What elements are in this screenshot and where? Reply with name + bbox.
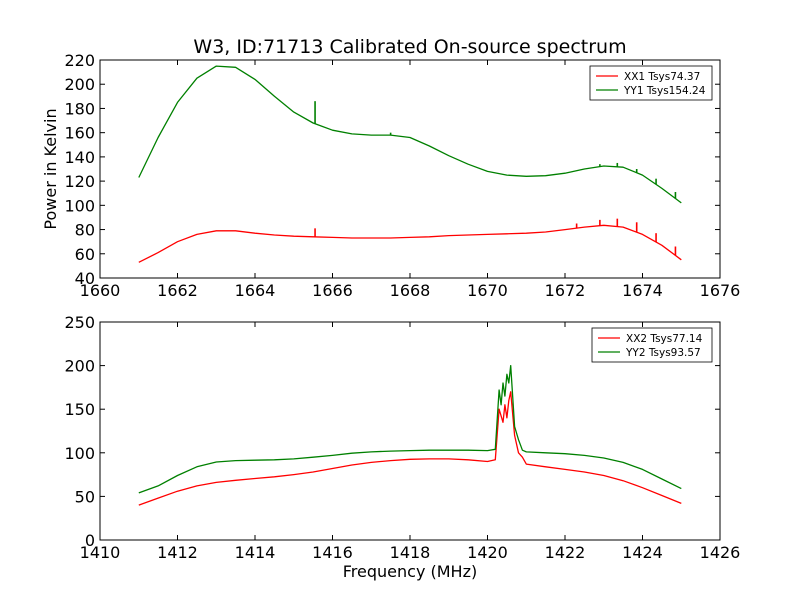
y-tick-label: 150	[64, 400, 95, 419]
series-line-1	[138, 391, 682, 506]
y-tick-label: 250	[64, 313, 95, 332]
x-tick-label: 1664	[235, 281, 276, 300]
series-line-2	[138, 364, 682, 494]
x-tick-label: 1410	[80, 543, 121, 562]
legend-label: YY1 Tsys154.24	[623, 85, 706, 97]
y-tick-label: 80	[75, 221, 95, 240]
y-tick-label: 200	[64, 357, 95, 376]
y-tick-label: 160	[64, 124, 95, 143]
y-tick-label: 120	[64, 172, 95, 191]
x-tick-label: 1660	[80, 281, 121, 300]
y-tick-label: 50	[75, 487, 95, 506]
y-tick-label: 60	[75, 245, 95, 264]
legend-box	[591, 327, 713, 363]
x-tick-label: 1418	[390, 543, 431, 562]
x-tick-label: 1416	[312, 543, 353, 562]
x-tick-label: 1666	[312, 281, 353, 300]
legend-box	[589, 65, 713, 101]
y-tick-label: 220	[64, 51, 95, 70]
x-tick-label: 1420	[467, 543, 508, 562]
chart-title: W3, ID:71713 Calibrated On-source spectr…	[193, 36, 626, 58]
x-tick-label: 1670	[467, 281, 508, 300]
legend-label: XX2 Tsys77.14	[626, 333, 703, 345]
top-panel: 1660 1662 1664 1666 1668 1670 1672 1674 1676 40 60…	[41, 51, 740, 300]
x-tick-label: 1422	[545, 543, 586, 562]
x-tick-label: 1426	[700, 543, 741, 562]
series-line-1	[138, 224, 682, 263]
x-axis-label: Frequency (MHz)	[343, 562, 477, 581]
x-tick-label: 1672	[545, 281, 586, 300]
series-line-2	[138, 65, 682, 204]
y-tick-label: 140	[64, 148, 95, 167]
x-tick-label: 1414	[235, 543, 276, 562]
y-tick-label: 100	[64, 444, 95, 463]
legend-label: XX1 Tsys74.37	[624, 71, 700, 83]
x-tick-label: 1668	[390, 281, 431, 300]
y-tick-label: 200	[64, 75, 95, 94]
x-tick-label: 1674	[622, 281, 663, 300]
y-tick-label: 100	[64, 196, 95, 215]
y-tick-label: 40	[75, 269, 95, 288]
x-tick-label: 1412	[157, 543, 198, 562]
y-tick-label: 0	[85, 531, 95, 550]
legend: XX2 Tsys77.14 YY2 Tsys93.57	[591, 327, 713, 363]
x-tick-label: 1662	[157, 281, 198, 300]
x-tick-label: 1424	[622, 543, 663, 562]
x-tick-label: 1676	[700, 281, 741, 300]
legend-label: YY2 Tsys93.57	[625, 347, 701, 359]
y-tick-label: 180	[64, 99, 95, 118]
legend: XX1 Tsys74.37 YY1 Tsys154.24	[589, 65, 713, 101]
bottom-panel: 1410 1412 1414 1416 1418 1420 1422 1424 1426 0 50 1…	[64, 313, 740, 581]
y-axis-label: Power in Kelvin	[41, 108, 60, 229]
